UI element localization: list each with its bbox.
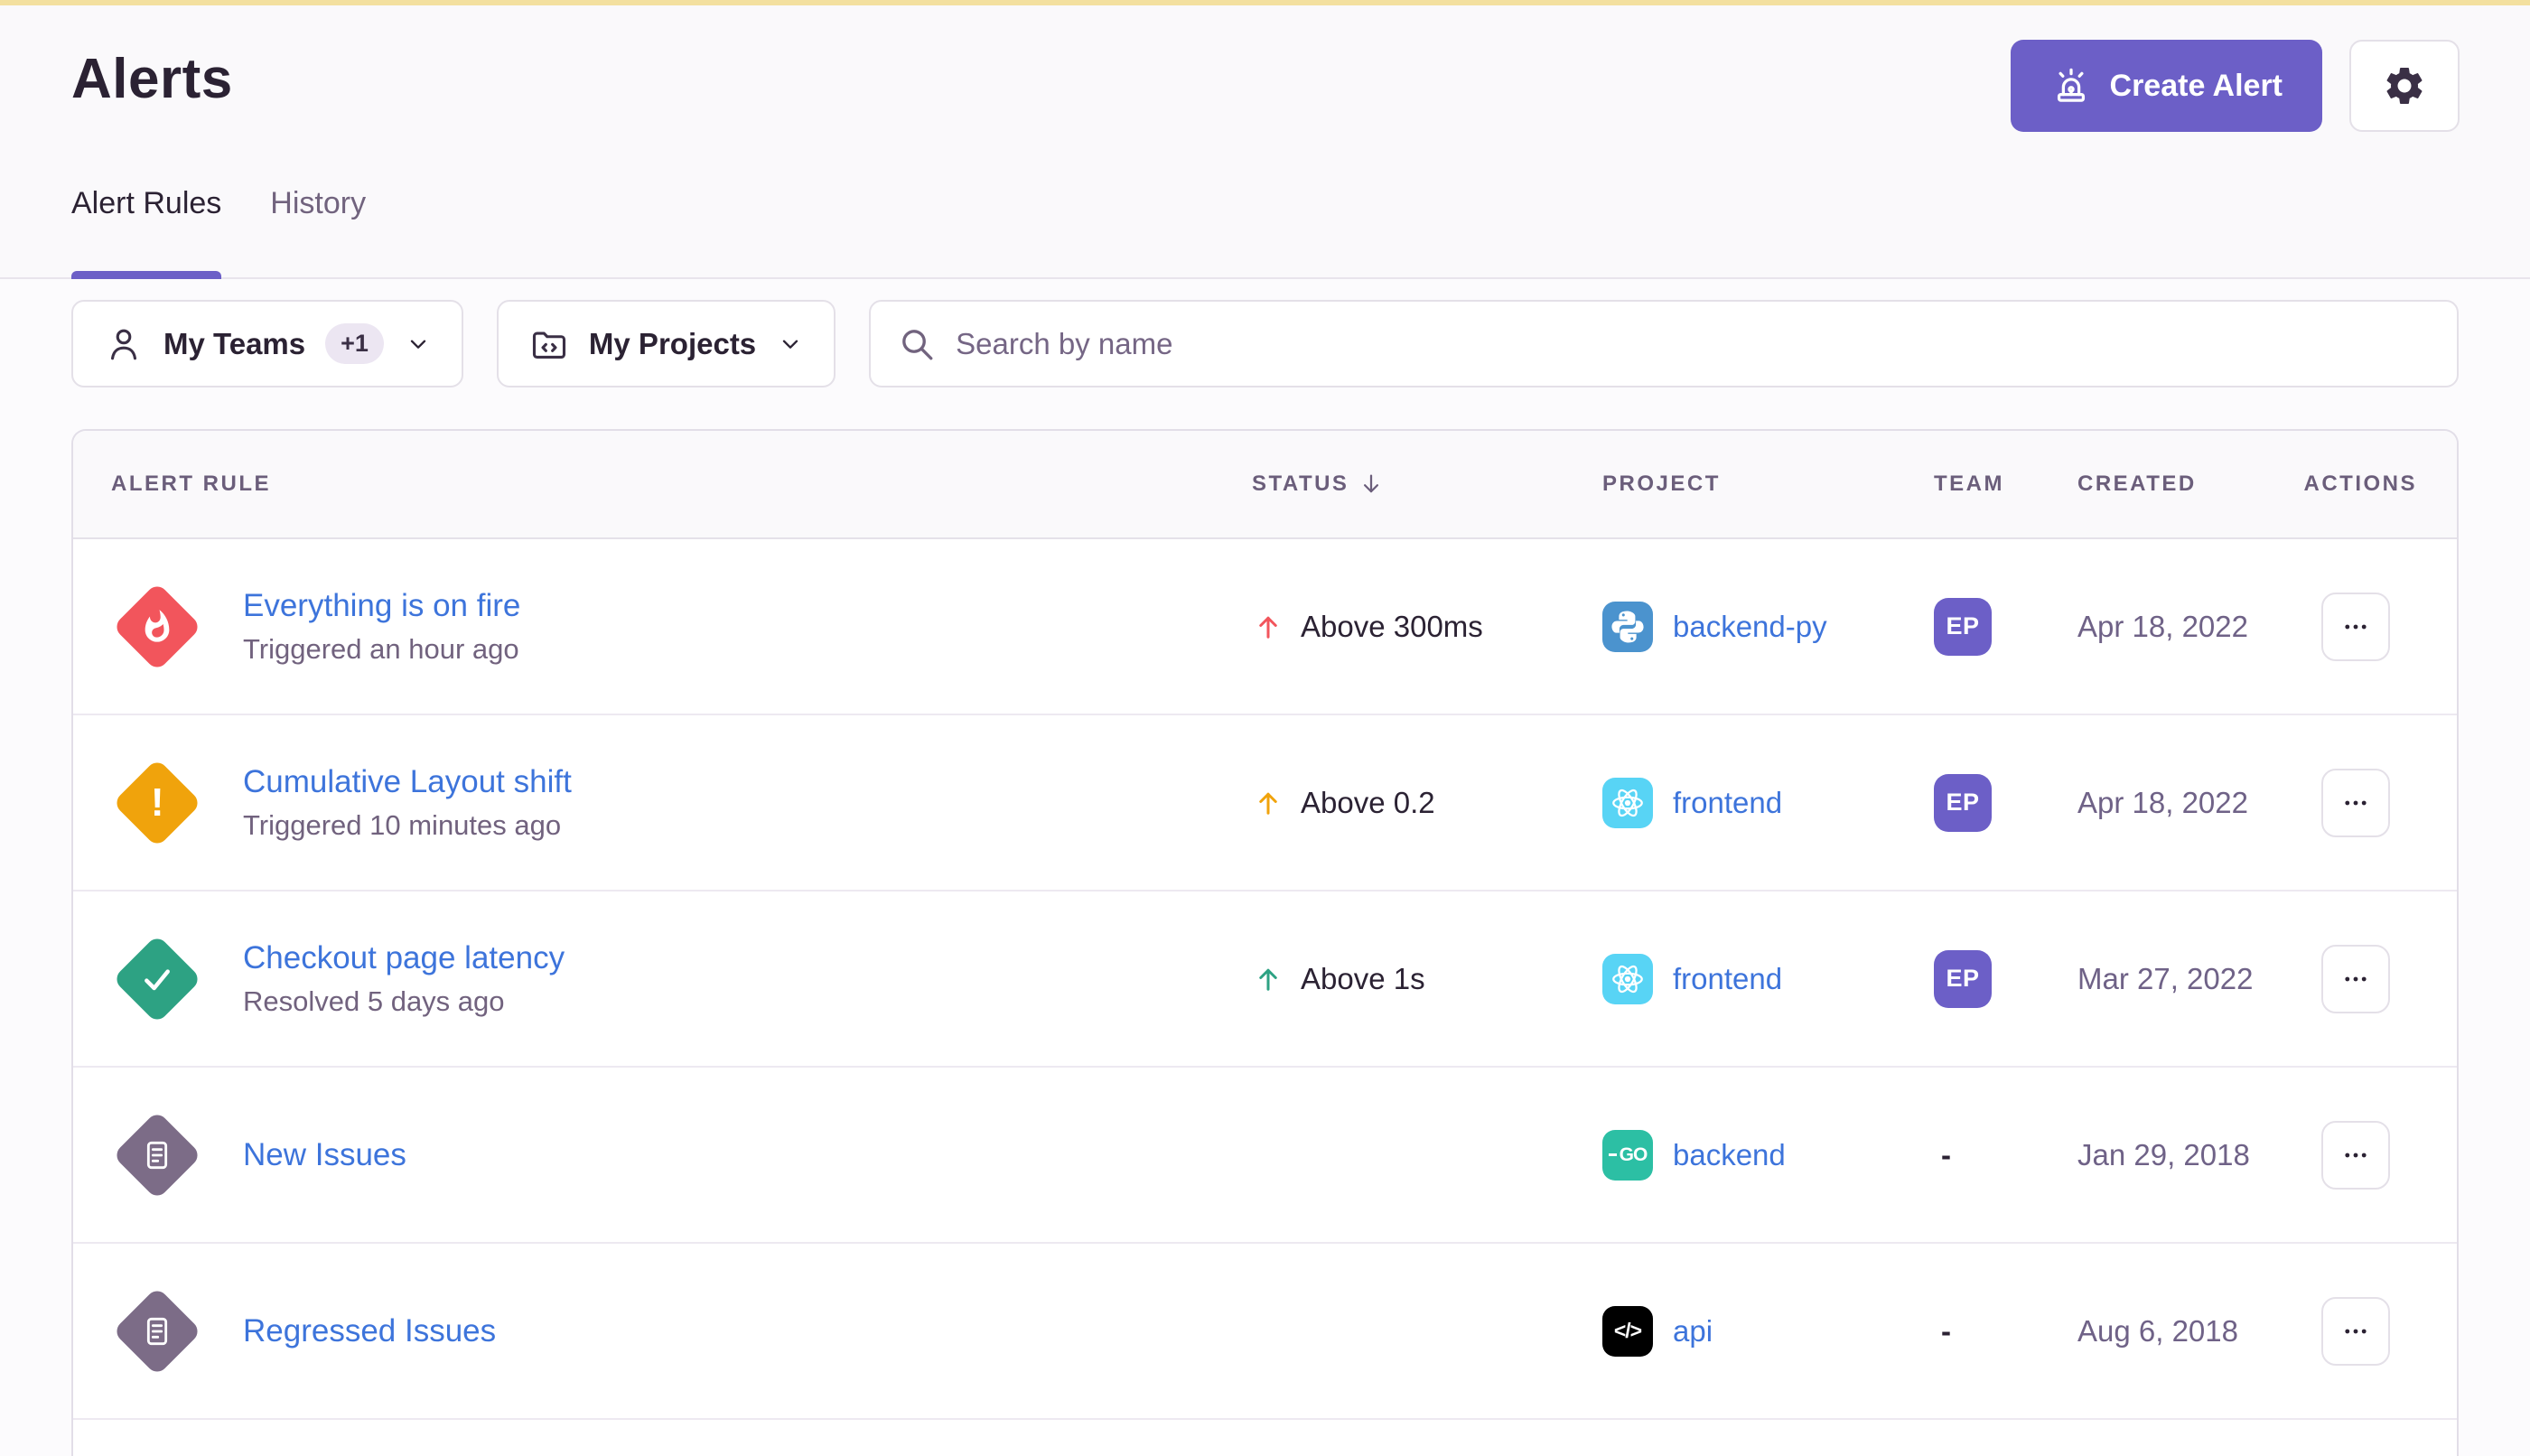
column-created: Created: [2077, 471, 2197, 496]
status-threshold: Above 0.2: [1301, 785, 1435, 819]
team-avatar: EP: [1934, 773, 1992, 832]
created-date: Apr 18, 2022: [2077, 785, 2248, 819]
projects-filter-label: My Projects: [588, 326, 757, 360]
alert-rule-link[interactable]: Checkout page latency: [243, 939, 565, 975]
filter-bar: My Teams +1 My Projects: [71, 300, 2459, 387]
table-row: Everything is on fire Triggered an hour …: [73, 539, 2457, 715]
search-input[interactable]: [956, 326, 2430, 361]
team-avatar: EP: [1934, 597, 1992, 656]
teams-extra-badge: +1: [325, 323, 384, 364]
row-actions-button[interactable]: [2321, 768, 2390, 837]
project-platform-icon: [1602, 777, 1653, 828]
chevron-down-icon: [404, 331, 431, 357]
tab-alert-rules[interactable]: Alert Rules: [71, 186, 222, 279]
column-alert-rule: Alert Rule: [111, 471, 271, 496]
column-team: Team: [1934, 471, 2004, 496]
project-link[interactable]: backend-py: [1673, 609, 1827, 643]
environment-banner: [0, 0, 2530, 5]
create-alert-label: Create Alert: [2109, 68, 2283, 103]
project-link[interactable]: api: [1673, 1313, 1713, 1348]
ellipsis-icon: [2340, 964, 2371, 994]
team-avatar: -: [1941, 1313, 1952, 1348]
table-row: New Issues GO backend - Jan 29, 2018: [73, 1068, 2457, 1244]
created-date: Jan 29, 2018: [2077, 1137, 2250, 1171]
alert-severity-icon: [111, 582, 203, 671]
project-platform-icon: </>: [1602, 1305, 1653, 1357]
siren-icon: [2050, 65, 2092, 107]
team-avatar: EP: [1934, 949, 1992, 1008]
created-date: Aug 6, 2018: [2077, 1313, 2238, 1348]
alert-trigger-condition: Above 300ms: [1252, 610, 1602, 644]
table-body: Everything is on fire Triggered an hour …: [73, 539, 2457, 1420]
project-folder-icon: [529, 324, 569, 364]
table-row: Regressed Issues </> api - Aug 6, 2018: [73, 1244, 2457, 1420]
row-actions-button[interactable]: [2321, 592, 2390, 661]
alert-trigger-condition: Above 0.2: [1252, 786, 1602, 820]
page-title: Alerts: [71, 48, 233, 110]
ellipsis-icon: [2340, 1140, 2371, 1171]
project-platform-icon: GO: [1602, 1129, 1653, 1181]
project-link[interactable]: frontend: [1673, 961, 1783, 995]
chevron-down-icon: [776, 331, 803, 357]
page-body: My Teams +1 My Projects: [0, 279, 2530, 1456]
gear-icon: [2382, 63, 2427, 108]
ellipsis-icon: [2340, 1316, 2371, 1347]
arrow-up-icon: [1252, 787, 1284, 819]
tab-history[interactable]: History: [270, 186, 367, 220]
projects-filter-button[interactable]: My Projects: [496, 300, 836, 387]
alert-rule-last-status: Resolved 5 days ago: [243, 985, 505, 1017]
teams-filter-button[interactable]: My Teams +1: [71, 300, 463, 387]
table-row: ! Cumulative Layout shift Triggered 10 m…: [73, 715, 2457, 891]
header-actions: Create Alert: [2010, 40, 2460, 132]
alert-severity-icon: [111, 1110, 203, 1199]
column-status-sort[interactable]: Status: [1252, 471, 1602, 498]
column-project: Project: [1602, 471, 1721, 496]
arrow-up-icon: [1252, 963, 1284, 995]
status-threshold: Above 300ms: [1301, 609, 1483, 643]
alert-severity-icon: !: [111, 758, 203, 847]
alert-rule-last-status: Triggered 10 minutes ago: [243, 808, 562, 841]
alert-severity-icon: [111, 934, 203, 1023]
row-actions-button[interactable]: [2321, 944, 2390, 1013]
alert-rule-link[interactable]: New Issues: [243, 1136, 406, 1172]
created-date: Mar 27, 2022: [2077, 961, 2254, 995]
team-avatar: -: [1941, 1137, 1952, 1171]
project-platform-icon: [1602, 953, 1653, 1004]
alert-rules-table: Alert Rule Status Project Team Created A…: [71, 429, 2459, 1456]
alert-trigger-condition: Above 1s: [1252, 962, 1602, 996]
sort-desc-icon: [1358, 471, 1385, 498]
row-actions-button[interactable]: [2321, 1296, 2390, 1366]
search-icon: [898, 325, 936, 363]
alert-severity-icon: [111, 1286, 203, 1376]
status-threshold: Above 1s: [1301, 961, 1425, 995]
alert-rule-last-status: Triggered an hour ago: [243, 632, 519, 665]
search-box: [869, 300, 2459, 387]
project-link[interactable]: backend: [1673, 1137, 1786, 1171]
created-date: Apr 18, 2022: [2077, 609, 2248, 643]
row-actions-button[interactable]: [2321, 1120, 2390, 1190]
ellipsis-icon: [2340, 611, 2371, 642]
settings-button[interactable]: [2349, 40, 2460, 132]
arrow-up-icon: [1252, 611, 1284, 643]
tab-bar: Alert Rules History: [71, 186, 367, 279]
alert-rule-link[interactable]: Cumulative Layout shift: [243, 763, 572, 799]
alert-rule-link[interactable]: Regressed Issues: [243, 1312, 497, 1349]
table-row: Checkout page latency Resolved 5 days ag…: [73, 891, 2457, 1068]
project-platform-icon: [1602, 601, 1653, 652]
project-link[interactable]: frontend: [1673, 785, 1783, 819]
user-icon: [104, 324, 144, 364]
table-header-row: Alert Rule Status Project Team Created A…: [73, 431, 2457, 539]
ellipsis-icon: [2340, 788, 2371, 818]
create-alert-button[interactable]: Create Alert: [2010, 40, 2322, 132]
page-header: Alerts Create Alert Alert Rules Hist: [0, 5, 2530, 279]
alert-rule-link[interactable]: Everything is on fire: [243, 587, 521, 623]
column-actions: Actions: [2303, 471, 2417, 496]
teams-filter-label: My Teams: [163, 326, 306, 360]
